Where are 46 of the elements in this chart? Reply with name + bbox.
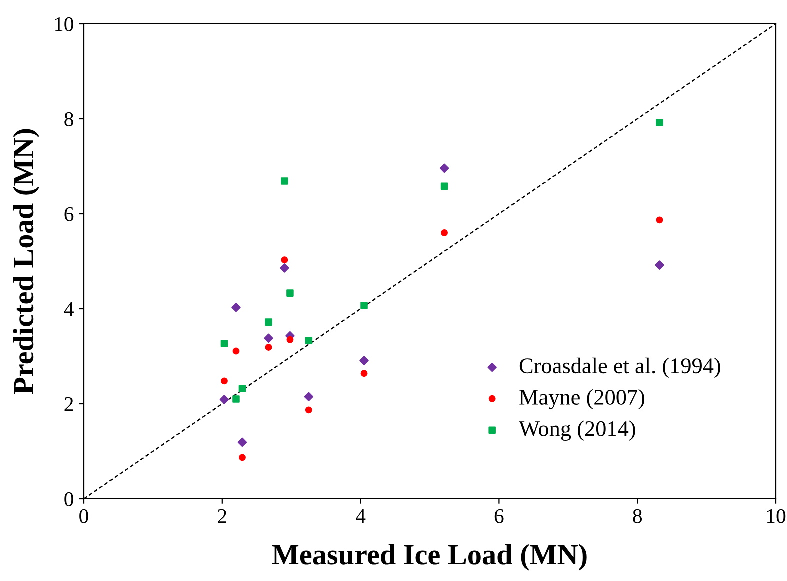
point xyxy=(656,119,664,126)
x-tick-label: 0 xyxy=(80,509,88,524)
y-tick-label: 6 xyxy=(64,207,74,222)
point xyxy=(360,302,368,310)
point xyxy=(238,454,246,462)
point xyxy=(281,256,288,264)
x-tick-label: 4 xyxy=(356,509,366,524)
point xyxy=(220,340,228,348)
x-tick-label: 6 xyxy=(494,509,504,524)
point xyxy=(305,406,312,414)
y-tick-label: 10 xyxy=(55,17,74,32)
point xyxy=(220,395,230,404)
legend-label: Wong (2014) xyxy=(519,420,636,441)
x-tick-label: 8 xyxy=(633,509,642,524)
legend-label: Croasdale et al. (1994) xyxy=(520,358,720,378)
point xyxy=(265,318,272,326)
point xyxy=(232,302,241,312)
point xyxy=(360,370,368,378)
point xyxy=(221,378,228,385)
y-axis-title: Predicted Load (MN) xyxy=(13,129,40,394)
point xyxy=(305,337,313,344)
point xyxy=(440,182,448,190)
point xyxy=(286,336,294,344)
y-tick-label: 8 xyxy=(64,112,74,126)
point xyxy=(264,334,274,344)
point xyxy=(281,178,288,185)
point xyxy=(441,230,448,236)
point xyxy=(280,264,290,273)
y-tick-label: 0 xyxy=(64,492,74,506)
y-tick-label: 2 xyxy=(64,397,74,412)
point xyxy=(232,348,240,355)
point xyxy=(286,290,294,297)
x-tick-label: 2 xyxy=(218,509,226,524)
point xyxy=(238,385,246,392)
point xyxy=(440,164,450,174)
x-tick-label: 10 xyxy=(767,509,786,524)
point xyxy=(232,396,240,403)
point xyxy=(655,260,664,270)
y-tick-label: 4 xyxy=(64,302,74,316)
legend-label: Mayne (2007) xyxy=(520,389,645,410)
point xyxy=(265,344,272,351)
point xyxy=(238,438,248,448)
point xyxy=(656,216,664,224)
point xyxy=(360,356,369,366)
x-axis-title: Measured Ice Load (MN) xyxy=(272,544,587,571)
point xyxy=(304,392,314,402)
